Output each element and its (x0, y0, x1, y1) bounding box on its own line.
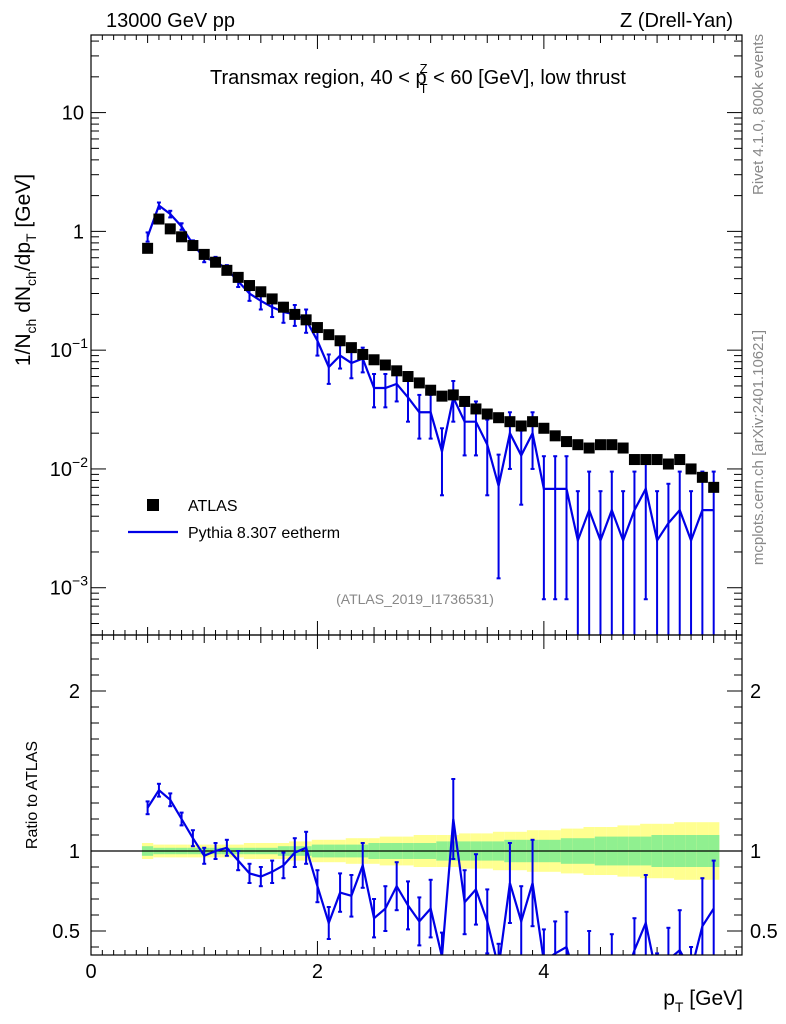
data-point (323, 329, 335, 341)
legend-atlas-marker (147, 499, 159, 511)
data-point (232, 271, 244, 283)
legend: ATLAS Pythia 8.307 eetherm (128, 498, 340, 542)
xlabel-pre: p (663, 987, 675, 1010)
mc-series-line (146, 203, 714, 545)
data-point (266, 293, 278, 305)
data-point (289, 308, 301, 320)
data-point (674, 454, 686, 466)
xlabel-sub: T (675, 999, 684, 1015)
ratio-xlabel: pT [GeV] (663, 987, 743, 1015)
data-point (300, 314, 312, 326)
xtick-label: 0 (85, 961, 96, 983)
data-point (277, 301, 289, 313)
title-sub: T (420, 81, 428, 96)
title-sup: Z (420, 61, 428, 76)
main-axis-ticks (90, 35, 742, 636)
ratio-ytick-label-right: 2 (750, 681, 761, 703)
data-point (572, 439, 584, 451)
data-point (345, 342, 357, 354)
data-point (379, 359, 391, 371)
main-chart-marks (142, 201, 720, 635)
main-ytick-labels: 10 1 10−1 10−2 10−3 (50, 103, 88, 600)
data-point (391, 365, 403, 377)
data-point (334, 335, 346, 347)
data-point (368, 354, 380, 366)
xlabel-post: [GeV] (683, 987, 743, 1010)
title-pre: Transmax region, 40 < p (210, 67, 427, 89)
title-post: < 60 [GeV], low thrust (428, 67, 627, 89)
mcplots-label: mcplots.cern.ch [arXiv:2401.10621] (750, 330, 767, 565)
data-point (617, 442, 629, 454)
data-point (176, 231, 188, 243)
data-point (708, 481, 720, 493)
data-point (413, 377, 425, 389)
data-point (640, 454, 652, 466)
legend-pythia-label: Pythia 8.307 eetherm (188, 525, 340, 542)
main-panel: 10 1 10−1 10−2 10−3 Transmax region, 40 < pZ… (12, 34, 743, 636)
ratio-frame (90, 634, 743, 956)
data-point (425, 384, 437, 396)
ratio-ytick-labels: 0.5 0.5 1 1 2 2 (52, 681, 778, 943)
data-point (504, 416, 516, 428)
main-frame (90, 34, 743, 636)
xtick-label: 2 (312, 961, 323, 983)
ytick-label: 10−2 (50, 454, 88, 481)
data-point (402, 371, 414, 383)
data-point (527, 416, 539, 428)
ratio-chart-marks (145, 778, 716, 955)
data-point (685, 463, 697, 475)
ratio-panel: 0.5 0.5 1 1 2 2 0 2 4 Ratio to ATLAS pT [GeV] (24, 634, 778, 1015)
data-point (153, 213, 165, 225)
data-point (142, 242, 154, 254)
data-point (210, 256, 222, 268)
ratio-series-line (146, 788, 715, 955)
ratio-xtick-labels: 0 2 4 (85, 961, 549, 983)
data-point (561, 436, 573, 448)
data-point (538, 422, 550, 434)
data-point (662, 458, 674, 470)
ytick-label: 1 (73, 221, 84, 243)
data-point (164, 223, 176, 235)
data-point (311, 322, 323, 334)
ratio-ylabel: Ratio to ATLAS (24, 741, 41, 849)
main-ylabel: 1/Nch dNch/dpT [GeV] (12, 174, 39, 366)
data-point (651, 454, 663, 466)
ratio-ytick-label-right: 0.5 (750, 921, 778, 943)
data-point (198, 248, 210, 260)
data-point (357, 348, 369, 360)
data-point (255, 286, 267, 298)
ratio-axis-ticks (90, 635, 742, 955)
data-point (221, 264, 233, 276)
data-point (447, 389, 459, 401)
data-point (583, 442, 595, 454)
data-point (549, 430, 561, 442)
ytick-label: 10 (62, 103, 84, 125)
ytick-label: 10−1 (50, 335, 88, 362)
header-left: 13000 GeV pp (106, 10, 235, 32)
xtick-label: 4 (538, 961, 549, 983)
ratio-ytick-label: 1 (69, 841, 80, 863)
data-point (493, 412, 505, 424)
data-point (436, 390, 448, 402)
ratio-ytick-label-right: 1 (750, 841, 761, 863)
ytick-label: 10−3 (50, 573, 88, 600)
data-point (515, 420, 527, 432)
data-point (594, 439, 606, 451)
data-point (470, 403, 482, 415)
main-title: Transmax region, 40 < pZ T < 60 [GeV], lo… (210, 61, 626, 96)
ratio-ytick-label: 2 (69, 681, 80, 703)
data-point (244, 280, 256, 292)
legend-atlas-label: ATLAS (188, 498, 238, 515)
data-point (481, 408, 493, 420)
data-point (606, 439, 618, 451)
data-point (696, 471, 708, 483)
data-point (187, 240, 199, 252)
rivet-label: Rivet 4.1.0, 800k events (750, 34, 767, 195)
ratio-ytick-label: 0.5 (52, 921, 80, 943)
data-point (628, 454, 640, 466)
data-point (459, 395, 471, 407)
header-right: Z (Drell-Yan) (620, 10, 733, 32)
watermark: (ATLAS_2019_I1736531) (336, 591, 494, 607)
